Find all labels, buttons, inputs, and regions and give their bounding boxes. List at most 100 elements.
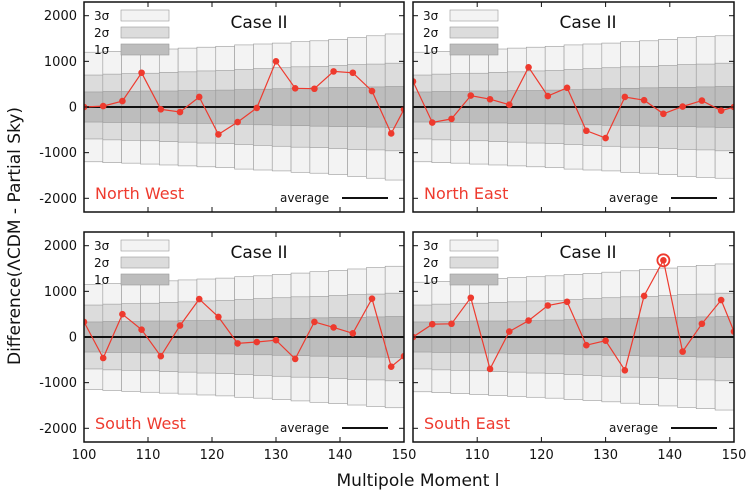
data-point [583, 341, 590, 349]
legend-swatch-s3 [120, 239, 170, 252]
data-point [428, 320, 436, 328]
data-point [400, 105, 404, 113]
data-point [717, 296, 725, 304]
data-point [448, 115, 455, 123]
data-point [544, 92, 552, 100]
legend-label-s1: 1σ [94, 43, 110, 57]
legend-label-s1: 1σ [423, 273, 439, 287]
plot-area [413, 257, 734, 411]
plot-area [84, 33, 404, 181]
legend-label-average: average [609, 191, 658, 205]
legend-swatch-s3 [449, 239, 499, 252]
region-label: South East [424, 414, 510, 433]
chart-panels: -2000 -1000 0 1000 2000 3σ 2σ 1σ Case II North We… [39, 1, 747, 463]
data-point [413, 78, 417, 85]
plot-area [84, 265, 404, 409]
x-tick-label: 150 [392, 448, 417, 463]
legend-swatch-s1 [120, 273, 170, 286]
data-point [660, 257, 667, 264]
region-label: South West [95, 414, 186, 433]
data-point [311, 85, 318, 93]
data-point [717, 107, 725, 114]
panel-title: Case II [559, 243, 616, 263]
legend-swatch-s1 [449, 43, 499, 56]
data-point [602, 134, 609, 142]
y-axis-label: Difference(ΛCDM - Partial Sky) [5, 107, 25, 365]
data-point [621, 367, 629, 374]
data-point [176, 108, 184, 116]
y-tick-label: 1000 [44, 285, 77, 300]
data-point [234, 118, 241, 126]
legend-label-s2: 2σ [423, 256, 439, 270]
chart-panel-4: 110 120 130 140 150 3σ 2σ 1σ Case II South East av… [412, 231, 747, 463]
y-tick-label: 2000 [44, 9, 77, 24]
legend-swatch-s2 [449, 26, 499, 39]
x-tick-label: 110 [465, 448, 490, 463]
legend-label-average: average [280, 191, 329, 205]
plot-area [413, 35, 734, 179]
data-point [621, 93, 629, 101]
data-point [506, 328, 513, 335]
data-point [640, 96, 648, 104]
series-line [413, 258, 734, 372]
data-point [679, 103, 686, 110]
x-tick-label: 140 [657, 448, 682, 463]
data-point [368, 295, 376, 302]
data-point [311, 318, 318, 326]
y-tick-label: -1000 [39, 146, 77, 161]
data-point [730, 328, 734, 335]
data-point [84, 318, 88, 326]
data-point [157, 105, 165, 113]
x-axis-label: Multipole Moment l [337, 471, 500, 491]
data-point [119, 310, 126, 318]
x-tick-label: 110 [136, 448, 161, 463]
data-point [253, 338, 261, 346]
data-point [349, 69, 357, 77]
legend-swatch-s1 [449, 273, 499, 286]
highlighted-point-ring [656, 253, 671, 268]
legend-label-average: average [609, 421, 658, 435]
data-point [157, 352, 165, 360]
legend-swatch-s2 [449, 256, 499, 269]
legend-label-s1: 1σ [423, 43, 439, 57]
data-point [99, 102, 107, 110]
legend-swatch-s3 [120, 9, 170, 22]
x-tick-label: 150 [722, 448, 747, 463]
legend-label-average: average [280, 421, 329, 435]
legend-label-s2: 2σ [94, 26, 110, 40]
x-tick-label: 130 [593, 448, 618, 463]
data-point [428, 119, 436, 126]
legend-label-s3: 3σ [423, 239, 439, 253]
y-tick-label: 0 [69, 331, 77, 346]
data-point [330, 324, 337, 331]
data-point [99, 354, 107, 362]
data-point [138, 326, 145, 333]
x-tick-label: 140 [328, 448, 353, 463]
data-point [176, 322, 184, 329]
data-point [583, 127, 590, 135]
data-point [602, 337, 609, 344]
series-line [413, 66, 734, 139]
panel-title: Case II [559, 13, 616, 33]
y-tick-label: 0 [69, 101, 77, 116]
legend-label-s2: 2σ [94, 256, 110, 270]
data-point [506, 101, 513, 109]
legend-label-s1: 1σ [94, 273, 110, 287]
x-tick-label: 120 [200, 448, 225, 463]
panel-title: Case II [230, 243, 287, 263]
data-point [467, 92, 475, 99]
data-point [291, 84, 299, 92]
data-point [563, 84, 571, 92]
chart-panel-2: 3σ 2σ 1σ Case II North East average [412, 1, 735, 213]
data-point [563, 298, 571, 306]
data-point [640, 292, 648, 300]
region-label: North West [95, 184, 184, 203]
legend-swatch-s2 [120, 256, 170, 269]
data-point [215, 131, 222, 138]
panel-title: Case II [230, 13, 287, 33]
data-point [272, 58, 280, 65]
legend-label-s3: 3σ [94, 9, 110, 23]
legend-swatch-s2 [120, 26, 170, 39]
y-tick-label: -2000 [39, 192, 77, 207]
